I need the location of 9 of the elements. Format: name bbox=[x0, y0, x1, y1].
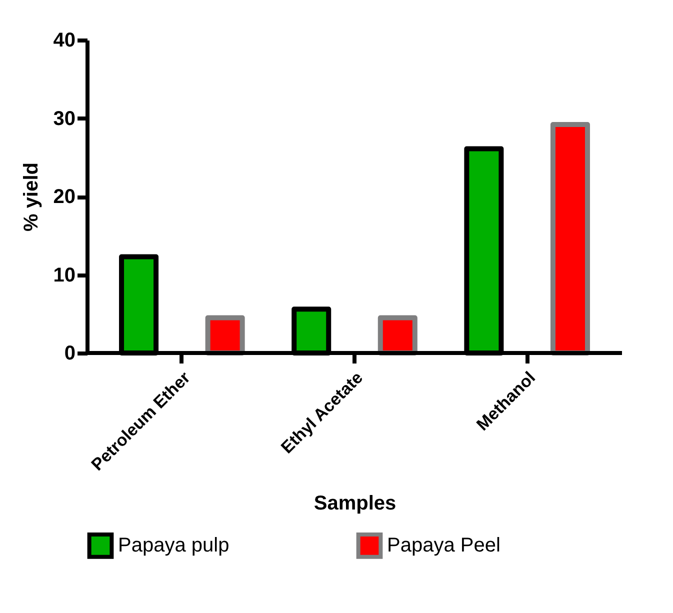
y-tick-label: 20 bbox=[53, 186, 76, 208]
y-tick-label: 30 bbox=[53, 108, 76, 130]
y-tick-label: 40 bbox=[53, 30, 76, 52]
y-tick-label: 10 bbox=[53, 264, 76, 286]
y-axis-title: % yield bbox=[20, 162, 42, 232]
legend-label: Papaya pulp bbox=[118, 534, 230, 557]
x-axis-title: Samples bbox=[314, 492, 396, 515]
legend-label: Papaya Peel bbox=[387, 534, 500, 557]
y-tick-label: 0 bbox=[64, 342, 76, 364]
